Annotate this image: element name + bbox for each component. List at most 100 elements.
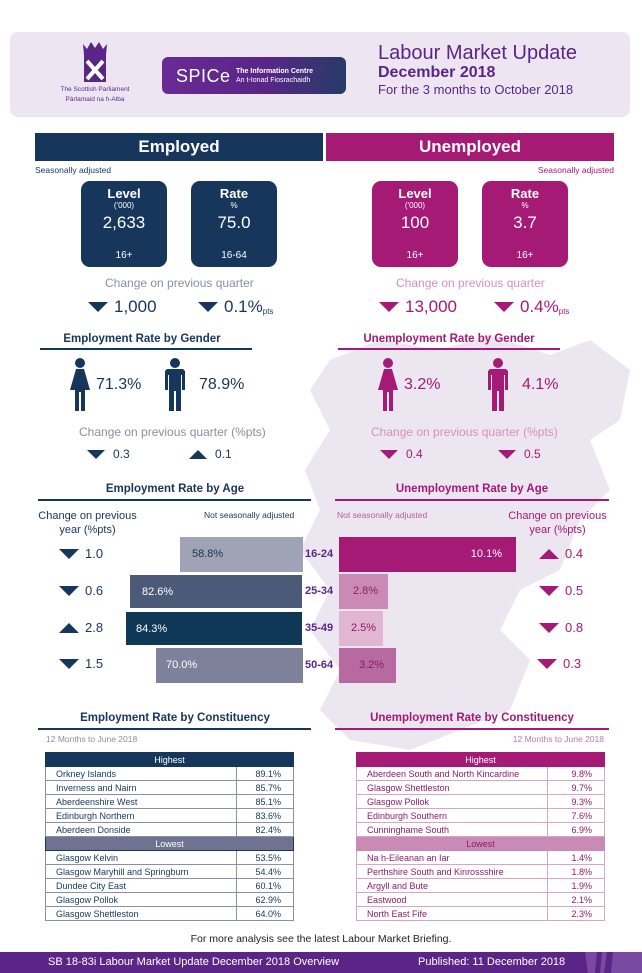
- unemp-age-change-25-34: 0.5: [539, 583, 583, 598]
- employed-rate-box: Rate % 75.0 16-64: [191, 181, 277, 267]
- unemp-age-divider: [335, 499, 609, 501]
- table-row: Edinburgh Southern 7.6%: [356, 808, 605, 823]
- crown-crest-icon: [83, 42, 107, 82]
- table-header-highest: Highest: [356, 752, 605, 767]
- emp-age-bar-25-34: 82.6%: [129, 574, 303, 609]
- unemployed-level-box: Level ('000) 100 16+: [372, 181, 458, 267]
- unemp-age-bar-35-49: 2.5%: [339, 611, 383, 646]
- page-month: December 2018: [378, 64, 496, 81]
- emp-age-bar-16-24: 58.8%: [180, 537, 303, 572]
- unemployed-rate-box: Rate % 3.7 16+: [482, 181, 568, 267]
- table-header-lowest: Lowest: [45, 836, 294, 851]
- down-arrow-icon: [59, 658, 79, 669]
- table-row: Aberdeen South and North Kincardine 9.8%: [356, 766, 605, 781]
- emp-const-period: 12 Months to June 2018: [46, 734, 138, 744]
- emp-age-change-35-49: 2.8: [59, 620, 103, 635]
- emp-gender-title: Employment Rate by Gender: [63, 333, 221, 345]
- stat-value: 2,633: [102, 213, 146, 232]
- stat-label: Level: [107, 186, 141, 201]
- unemp-female: 3.2%: [376, 358, 440, 412]
- unemp-age-not-sa: Not seasonally adjusted: [337, 510, 428, 520]
- unemp-male: 4.1%: [486, 358, 558, 412]
- stat-unit: %: [230, 201, 238, 210]
- down-arrow-icon: [59, 548, 79, 559]
- male-icon: [488, 358, 508, 411]
- stat-base: 16+: [516, 250, 534, 261]
- unemployed-rate-change: 0.4% pts: [494, 297, 569, 317]
- stat-base: 16+: [406, 250, 424, 261]
- table-header-highest: Highest: [45, 752, 294, 767]
- unemp-age-change-16-24: 0.4: [539, 546, 583, 561]
- stat-label: Level: [398, 186, 432, 201]
- unemp-age-change-35-49: 0.8: [539, 620, 583, 635]
- emp-const-title: Employment Rate by Constituency: [80, 712, 270, 724]
- emp-age-divider: [38, 499, 311, 501]
- emp-age-not-sa: Not seasonally adjusted: [204, 510, 295, 520]
- female-icon: [378, 358, 398, 411]
- employed-banner: Employed: [35, 133, 323, 161]
- down-arrow-icon: [379, 302, 399, 312]
- table-row: Dundee City East 60.1%: [45, 878, 294, 893]
- stat-value: 100: [400, 213, 430, 232]
- unemployed-banner: Unemployed: [326, 133, 614, 161]
- emp-female-value: 71.3%: [96, 376, 142, 393]
- employed-rate-change: 0.1% pts: [198, 297, 273, 317]
- unemp-male-change: 0.5: [498, 447, 541, 461]
- title-block: Labour Market Update December 2018 For t…: [378, 42, 577, 98]
- emp-gender-change-label: Change on previous quarter (%pts): [79, 425, 266, 439]
- unemp-const-title: Unemployment Rate by Constituency: [370, 712, 574, 724]
- emp-age-change-head: Change on previous year (%pts): [38, 510, 137, 536]
- age-label-25-34: 25-34: [305, 585, 334, 597]
- footer-published: Published: 11 December 2018: [418, 956, 566, 968]
- stat-label: Rate: [219, 186, 249, 201]
- stat-base: 16-64: [221, 250, 247, 261]
- table-row: Cunninghame South 6.9%: [356, 822, 605, 837]
- employed-change-label: Change on previous quarter: [105, 276, 254, 290]
- down-arrow-icon: [537, 658, 557, 669]
- down-arrow-icon: [87, 449, 105, 459]
- unemp-age-title: Unemployment Rate by Age: [395, 483, 549, 495]
- stat-unit: %: [521, 201, 529, 210]
- spice-logo: SPICe The Information Centre An t-Ionad …: [162, 57, 346, 94]
- unemp-const-table: Highest Aberdeen South and North Kincard…: [356, 752, 605, 921]
- org-name-line2: Pàrlamaid na h-Alba: [65, 96, 125, 103]
- page-period: For the 3 months to October 2018: [378, 82, 574, 97]
- down-arrow-icon: [539, 622, 559, 633]
- up-arrow-icon: [189, 449, 207, 459]
- table-row: Glasgow Pollok 9.3%: [356, 794, 605, 809]
- emp-age-change-50-64: 1.5: [59, 656, 103, 671]
- spice-subtitle-gd: An t-Ionad Fiosrachaidh: [236, 77, 311, 84]
- table-row: Na h-Eileanan an Iar 1.4%: [356, 850, 605, 865]
- header-panel: The Scottish Parliament Pàrlamaid na h-A…: [10, 32, 630, 117]
- unemp-gender-divider: [338, 348, 560, 350]
- emp-age-change-16-24: 1.0: [59, 546, 103, 561]
- down-arrow-icon: [88, 302, 108, 312]
- emp-age-bar-50-64: 70.0%: [156, 648, 303, 683]
- emp-const-table: Highest Orkney Islands 89.1% Inverness an…: [45, 752, 294, 921]
- emp-age-change-25-34: 0.6: [59, 583, 103, 598]
- unemp-age-bar-25-34: 2.8%: [339, 574, 388, 609]
- table-row: Glasgow Shettleston 64.0%: [45, 906, 294, 921]
- decorative-stripes-icon: [585, 952, 642, 973]
- up-arrow-icon: [539, 548, 559, 559]
- employed-level-box: Level ('000) 2,633 16+: [81, 181, 167, 267]
- unemp-age-bar-50-64: 3.2%: [339, 648, 396, 683]
- down-arrow-icon: [494, 302, 514, 312]
- employed-level-change: 1,000: [88, 297, 157, 317]
- emp-age-title: Employment Rate by Age: [105, 483, 245, 495]
- up-arrow-icon: [59, 622, 79, 633]
- stat-base: 16+: [115, 250, 133, 261]
- unemp-const-period: 12 Months to June 2018: [512, 734, 604, 744]
- down-arrow-icon: [59, 585, 79, 596]
- unemployed-level-change: 13,000: [379, 297, 457, 317]
- emp-male-change: 0.1: [189, 447, 232, 461]
- stat-label: Rate: [510, 186, 540, 201]
- employed-sa-note: Seasonally adjusted: [35, 165, 112, 175]
- table-row: Inverness and Nairn 85.7%: [45, 780, 294, 795]
- unemp-female-change: 0.4: [380, 447, 423, 461]
- emp-female: 71.3%: [68, 358, 141, 412]
- table-row: Aberdeen Donside 82.4%: [45, 822, 294, 837]
- emp-age-bar-35-49: 84.3%: [125, 611, 303, 646]
- table-row: Orkney Islands 89.1%: [45, 766, 294, 781]
- stat-value: 3.7: [513, 213, 537, 232]
